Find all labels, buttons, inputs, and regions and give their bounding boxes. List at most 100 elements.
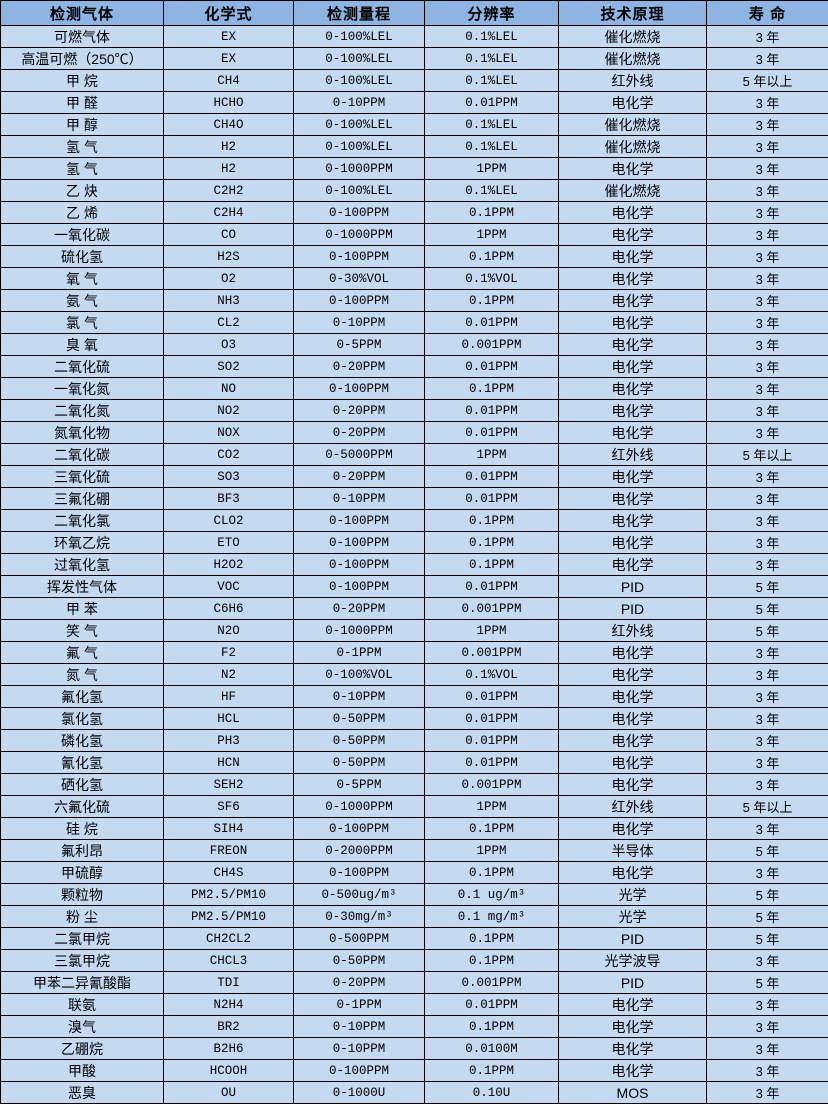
cell-lifespan: 3 年 <box>707 312 828 334</box>
cell-range: 0-20PPM <box>294 466 425 488</box>
cell-formula: H2S <box>164 246 294 268</box>
cell-resolution: 0.01PPM <box>425 752 559 774</box>
cell-range: 0-30mg/m³ <box>294 906 425 928</box>
cell-principle: 光学 <box>559 884 707 906</box>
cell-lifespan: 3 年 <box>707 466 828 488</box>
cell-formula: CL2 <box>164 312 294 334</box>
cell-resolution: 0.01PPM <box>425 488 559 510</box>
cell-gas-name: 甲酸 <box>1 1060 164 1082</box>
cell-gas-name: 二氧化氯 <box>1 510 164 532</box>
cell-lifespan: 3 年 <box>707 510 828 532</box>
cell-gas-name: 溴气 <box>1 1016 164 1038</box>
cell-lifespan: 5 年 <box>707 928 828 950</box>
cell-formula: O2 <box>164 268 294 290</box>
cell-gas-name: 颗粒物 <box>1 884 164 906</box>
cell-gas-name: 氟利昂 <box>1 840 164 862</box>
cell-principle: 电化学 <box>559 730 707 752</box>
cell-resolution: 0.1PPM <box>425 510 559 532</box>
cell-formula: HCHO <box>164 92 294 114</box>
cell-lifespan: 3 年 <box>707 334 828 356</box>
cell-lifespan: 5 年 <box>707 884 828 906</box>
cell-lifespan: 3 年 <box>707 92 828 114</box>
cell-range: 0-30%VOL <box>294 268 425 290</box>
cell-gas-name: 氯 气 <box>1 312 164 334</box>
cell-formula: CLO2 <box>164 510 294 532</box>
cell-range: 0-1PPM <box>294 994 425 1016</box>
cell-formula: NO2 <box>164 400 294 422</box>
cell-lifespan: 5 年 <box>707 576 828 598</box>
cell-formula: NH3 <box>164 290 294 312</box>
cell-gas-name: 三氧化硫 <box>1 466 164 488</box>
cell-lifespan: 3 年 <box>707 290 828 312</box>
cell-resolution: 0.1PPM <box>425 928 559 950</box>
cell-range: 0-50PPM <box>294 950 425 972</box>
cell-principle: 催化燃烧 <box>559 48 707 70</box>
cell-resolution: 0.01PPM <box>425 576 559 598</box>
cell-gas-name: 二氧化碳 <box>1 444 164 466</box>
cell-lifespan: 3 年 <box>707 994 828 1016</box>
cell-principle: 电化学 <box>559 1038 707 1060</box>
cell-range: 0-5000PPM <box>294 444 425 466</box>
header-resolution: 分辨率 <box>425 1 559 26</box>
cell-range: 0-10PPM <box>294 1016 425 1038</box>
cell-resolution: 0.1 ug/m³ <box>425 884 559 906</box>
cell-formula: F2 <box>164 642 294 664</box>
cell-resolution: 0.001PPM <box>425 972 559 994</box>
cell-lifespan: 3 年 <box>707 708 828 730</box>
cell-resolution: 0.10U <box>425 1082 559 1104</box>
cell-principle: 电化学 <box>559 224 707 246</box>
header-range: 检测量程 <box>294 1 425 26</box>
cell-principle: 电化学 <box>559 818 707 840</box>
cell-formula: TDI <box>164 972 294 994</box>
cell-range: 0-100%LEL <box>294 136 425 158</box>
cell-resolution: 0.01PPM <box>425 708 559 730</box>
cell-range: 0-100%LEL <box>294 26 425 48</box>
cell-principle: PID <box>559 576 707 598</box>
cell-range: 0-100%LEL <box>294 114 425 136</box>
cell-formula: BR2 <box>164 1016 294 1038</box>
cell-principle: PID <box>559 972 707 994</box>
cell-range: 0-1000PPM <box>294 796 425 818</box>
cell-range: 0-20PPM <box>294 356 425 378</box>
cell-lifespan: 3 年 <box>707 1016 828 1038</box>
cell-resolution: 0.01PPM <box>425 400 559 422</box>
cell-formula: SO3 <box>164 466 294 488</box>
cell-principle: 电化学 <box>559 774 707 796</box>
cell-formula: N2O <box>164 620 294 642</box>
cell-principle: 红外线 <box>559 796 707 818</box>
cell-gas-name: 环氧乙烷 <box>1 532 164 554</box>
cell-principle: 电化学 <box>559 378 707 400</box>
cell-gas-name: 氢 气 <box>1 158 164 180</box>
cell-resolution: 0.01PPM <box>425 686 559 708</box>
cell-lifespan: 3 年 <box>707 664 828 686</box>
cell-formula: CHCL3 <box>164 950 294 972</box>
cell-range: 0-20PPM <box>294 972 425 994</box>
cell-gas-name: 二氧化硫 <box>1 356 164 378</box>
cell-resolution: 0.1PPM <box>425 290 559 312</box>
cell-formula: PM2.5/PM10 <box>164 906 294 928</box>
cell-formula: CH4O <box>164 114 294 136</box>
cell-principle: 电化学 <box>559 862 707 884</box>
cell-principle: 催化燃烧 <box>559 136 707 158</box>
cell-lifespan: 3 年 <box>707 224 828 246</box>
cell-range: 0-100%LEL <box>294 48 425 70</box>
cell-gas-name: 三氯甲烷 <box>1 950 164 972</box>
cell-gas-name: 可燃气体 <box>1 26 164 48</box>
cell-range: 0-1000U <box>294 1082 425 1104</box>
cell-range: 0-1000PPM <box>294 620 425 642</box>
cell-principle: 电化学 <box>559 158 707 180</box>
cell-gas-name: 硅 烷 <box>1 818 164 840</box>
cell-gas-name: 氰化氢 <box>1 752 164 774</box>
